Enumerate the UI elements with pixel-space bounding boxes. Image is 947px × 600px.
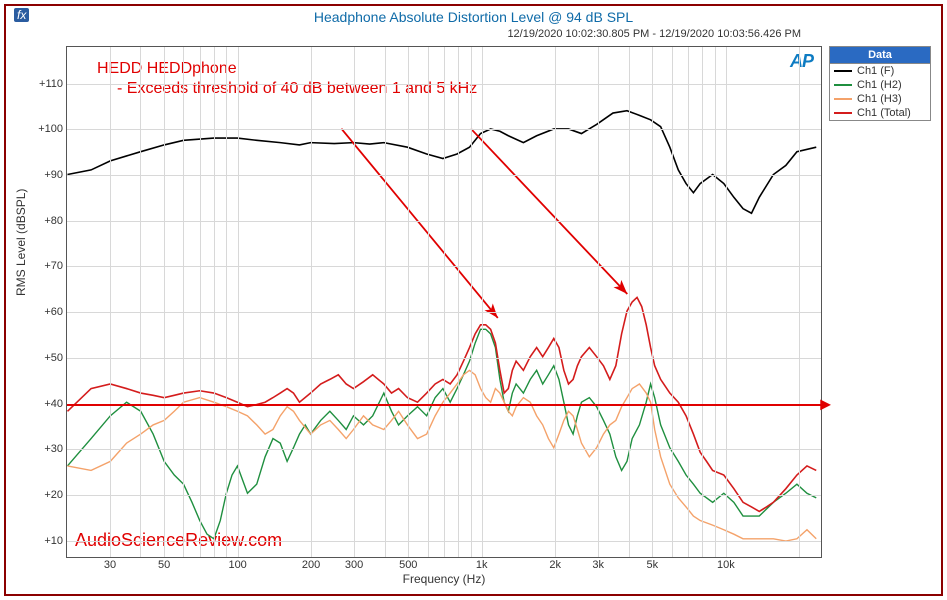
timestamp: 12/19/2020 10:02:30.805 PM - 12/19/2020 …	[507, 28, 801, 40]
legend-label: Ch1 (Total)	[857, 107, 911, 119]
x-tick: 200	[302, 557, 320, 571]
legend-swatch	[834, 112, 852, 114]
y-tick: +10	[27, 535, 67, 547]
x-tick: 5k	[647, 557, 659, 571]
plot-area: AP HEDD HEDDphone - Exceeds threshold of…	[66, 46, 822, 558]
y-tick: +30	[27, 443, 67, 455]
x-tick: 50	[158, 557, 170, 571]
y-tick: +20	[27, 489, 67, 501]
y-tick: +80	[27, 215, 67, 227]
y-tick: +90	[27, 169, 67, 181]
annotation-arrow	[341, 129, 497, 318]
legend-label: Ch1 (H3)	[857, 93, 902, 105]
y-tick: +70	[27, 260, 67, 272]
y-tick: +110	[27, 78, 67, 90]
legend-swatch	[834, 84, 852, 86]
legend-item: Ch1 (F)	[830, 64, 930, 78]
x-tick: 500	[399, 557, 417, 571]
legend-item: Ch1 (H2)	[830, 78, 930, 92]
legend-label: Ch1 (H2)	[857, 79, 902, 91]
chart-title: Headphone Absolute Distortion Level @ 94…	[314, 9, 633, 25]
legend-item: Ch1 (H3)	[830, 92, 930, 106]
y-tick: +50	[27, 352, 67, 364]
legend: Data Ch1 (F) Ch1 (H2) Ch1 (H3) Ch1 (Total)	[829, 46, 931, 121]
series-Ch1_F	[67, 111, 816, 213]
legend-items: Ch1 (F) Ch1 (H2) Ch1 (H3) Ch1 (Total)	[830, 64, 930, 120]
x-tick: 30	[104, 557, 116, 571]
legend-label: Ch1 (F)	[857, 65, 894, 77]
fx-badge: fx	[14, 8, 29, 22]
legend-header: Data	[830, 47, 930, 64]
x-axis-label: Frequency (Hz)	[66, 572, 822, 586]
x-tick: 300	[345, 557, 363, 571]
title-bar: fx Headphone Absolute Distortion Level @…	[6, 6, 941, 28]
x-tick: 1k	[476, 557, 488, 571]
y-tick: +100	[27, 123, 67, 135]
threshold-arrow-icon: ▶	[820, 395, 831, 412]
y-tick: +60	[27, 306, 67, 318]
outer-frame: fx Headphone Absolute Distortion Level @…	[4, 4, 943, 596]
series-Ch1_H3	[67, 370, 816, 541]
legend-swatch	[834, 70, 852, 72]
y-axis-label: RMS Level (dBSPL)	[14, 189, 28, 296]
series-Ch1_H2	[67, 329, 816, 538]
x-tick: 2k	[549, 557, 561, 571]
y-tick: +40	[27, 398, 67, 410]
x-tick: 3k	[592, 557, 604, 571]
x-tick: 10k	[717, 557, 735, 571]
threshold-line	[67, 404, 823, 406]
x-tick: 100	[228, 557, 246, 571]
annotation-arrow	[471, 129, 627, 294]
legend-swatch	[834, 98, 852, 100]
legend-item: Ch1 (Total)	[830, 106, 930, 120]
